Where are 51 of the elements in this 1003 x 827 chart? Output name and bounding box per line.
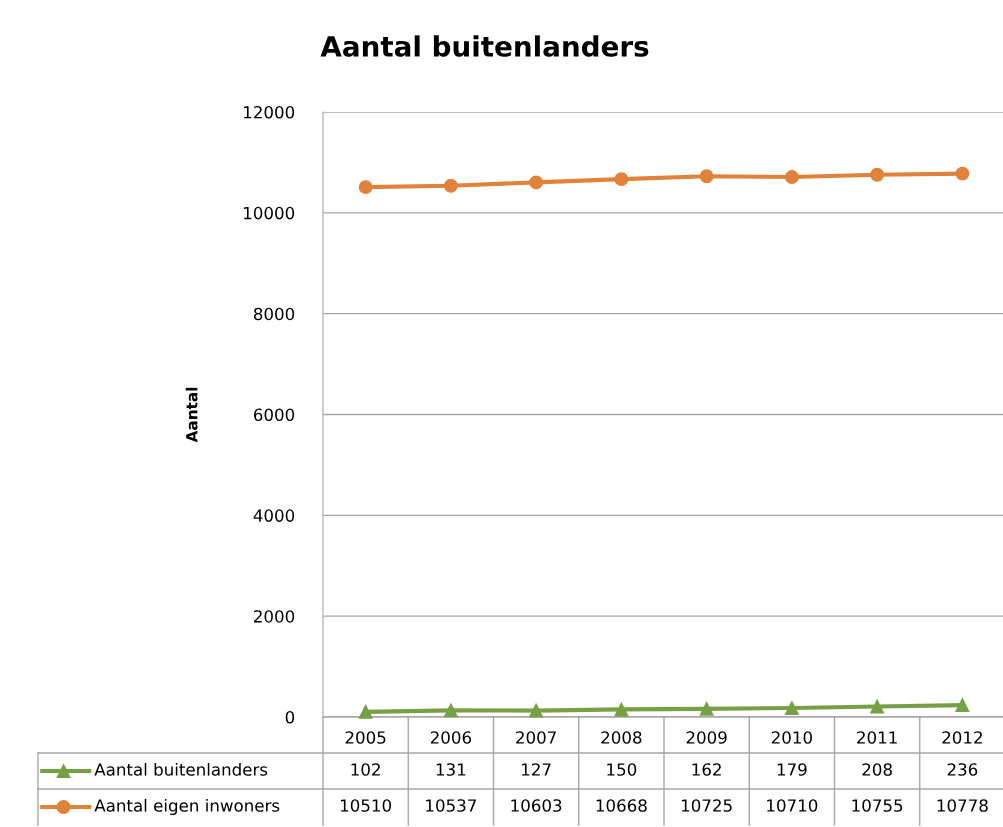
point [870, 699, 885, 714]
point [443, 178, 458, 193]
x-tick-label: 2010 [771, 731, 812, 744]
y-tick-label: 8000 [253, 307, 295, 321]
chart-title: Aantal buitenlanders [320, 35, 649, 57]
point [443, 703, 458, 718]
data-label: 10778 [937, 799, 988, 812]
x-tick-label: 2011 [857, 731, 897, 744]
point [784, 170, 799, 184]
data-label: 102 [351, 763, 380, 776]
x-tick-label: 2012 [942, 731, 982, 744]
point [358, 704, 373, 719]
data-label: 162 [692, 763, 721, 776]
point [870, 167, 885, 182]
data-label: 131 [436, 763, 466, 776]
data-label: 10710 [767, 799, 818, 812]
data-label: 10510 [340, 799, 392, 812]
data-label: 10668 [596, 799, 647, 812]
x-tick-label: 2008 [601, 731, 642, 744]
data-label: 179 [777, 763, 807, 776]
x-tick-label: 2006 [430, 731, 472, 744]
data-label: 10537 [426, 799, 476, 812]
point [955, 166, 970, 181]
point [614, 172, 629, 187]
legend-label: Aantal eigen inwoners [94, 798, 280, 816]
point [699, 701, 714, 716]
point [358, 180, 373, 195]
point [529, 175, 544, 190]
data-label: 10725 [681, 799, 732, 812]
y-tick-label: 12000 [244, 105, 295, 119]
point [614, 702, 629, 717]
x-tick-label: 2007 [516, 731, 556, 744]
legend-label: Aantal buitenlanders [94, 762, 268, 776]
data-label: 10603 [511, 799, 562, 812]
y-tick-label: 4000 [253, 509, 295, 522]
point [955, 698, 970, 713]
data-label: 127 [522, 763, 551, 776]
y-tick-label: 10000 [244, 206, 295, 220]
data-label: 10755 [852, 799, 903, 812]
y-tick-label: 2000 [254, 610, 295, 623]
y-axis-title: Aantal [185, 387, 198, 443]
point [784, 701, 799, 715]
point [529, 703, 544, 718]
y-tick-label: 6000 [253, 408, 295, 422]
point [699, 169, 714, 184]
data-label: 208 [862, 763, 892, 776]
x-tick-label: 2009 [686, 731, 727, 744]
x-tick-label: 2005 [345, 731, 386, 744]
data-label: 150 [607, 763, 637, 776]
y-tick-label: 0 [285, 710, 295, 724]
data-label: 236 [947, 763, 978, 776]
